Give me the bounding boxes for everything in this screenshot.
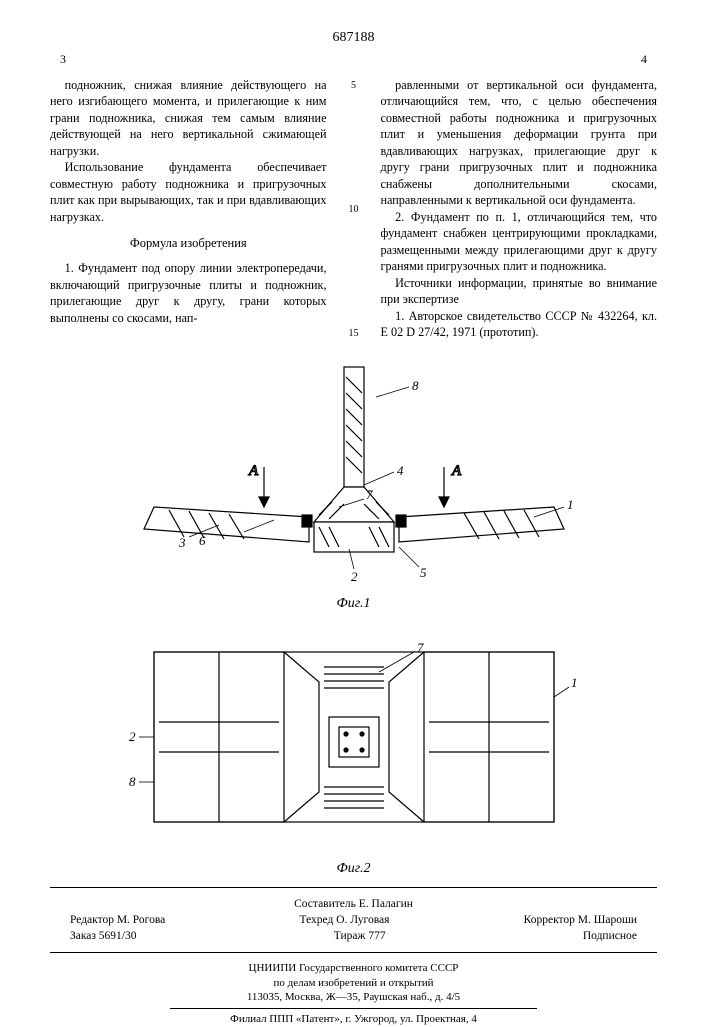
credits-block: Составитель Е. Палагин Редактор М. Рогов…	[50, 896, 657, 944]
right-p2: 2. Фундамент по п. 1, отличающийся тем, …	[381, 209, 658, 275]
svg-text:4: 4	[397, 463, 404, 478]
ln-10: 10	[347, 203, 361, 217]
left-p1: подножник, снижая влияние действующего н…	[50, 77, 327, 159]
line-numbers: 5 10 15	[347, 77, 361, 341]
footer: ЦНИИПИ Государственного комитета СССР по…	[50, 961, 657, 1027]
divider-2	[50, 952, 657, 953]
ln-5: 5	[347, 79, 361, 93]
ln-15: 15	[347, 327, 361, 341]
figure-1: A A 8 4 7 6 3 2 5 1	[50, 357, 657, 612]
svg-text:A: A	[248, 463, 259, 479]
svg-text:2: 2	[351, 569, 358, 584]
compiler: Составитель Е. Палагин	[50, 896, 657, 912]
text-columns: подножник, снижая влияние действующего н…	[50, 77, 657, 341]
tirazh: Тираж 777	[334, 928, 386, 944]
order: Заказ 5691/30	[70, 928, 137, 944]
svg-text:1: 1	[567, 497, 574, 512]
footer-org1: ЦНИИПИ Государственного комитета СССР	[50, 961, 657, 976]
svg-text:7: 7	[417, 640, 424, 655]
editor: Редактор М. Рогова	[70, 912, 165, 928]
svg-text:5: 5	[420, 565, 427, 580]
svg-text:6: 6	[199, 533, 206, 548]
left-column: подножник, снижая влияние действующего н…	[50, 77, 327, 341]
svg-text:3: 3	[178, 535, 186, 550]
page-num-left: 3	[60, 52, 66, 67]
techred: Техред О. Луговая	[300, 912, 390, 928]
footer-addr2: Филиал ППП «Патент», г. Ужгород, ул. Про…	[50, 1012, 657, 1027]
svg-text:7: 7	[366, 487, 373, 502]
svg-text:8: 8	[412, 378, 419, 393]
left-p2: Использование фундамента обеспечивает со…	[50, 159, 327, 225]
right-p3: 1. Авторское свидетельство СССР № 432264…	[381, 308, 658, 341]
fig2-caption: Фиг.2	[50, 861, 657, 877]
svg-text:8: 8	[129, 774, 136, 789]
footer-addr1: 113035, Москва, Ж—35, Раушская наб., д. …	[50, 990, 657, 1005]
svg-text:A-A: A-A	[308, 628, 333, 644]
right-column: равленными от вертикальной оси фундамент…	[381, 77, 658, 341]
divider-1	[50, 887, 657, 888]
svg-text:2: 2	[129, 729, 136, 744]
svg-text:1: 1	[571, 675, 578, 690]
right-p1: равленными от вертикальной оси фундамент…	[381, 77, 658, 209]
left-p3: 1. Фундамент под опору линии электропере…	[50, 260, 327, 326]
figure-2: A-A	[50, 622, 657, 877]
svg-text:A: A	[451, 463, 462, 479]
fig1-caption: Фиг.1	[50, 596, 657, 612]
corrector: Корректор М. Шароши	[524, 912, 637, 928]
sources-title: Источники информации, принятые во вниман…	[381, 275, 658, 308]
sub: Подписное	[583, 928, 637, 944]
doc-number: 687188	[50, 30, 657, 46]
formula-title: Формула изобретения	[50, 235, 327, 252]
page-num-right: 4	[641, 52, 647, 67]
footer-org2: по делам изобретений и открытий	[50, 976, 657, 991]
